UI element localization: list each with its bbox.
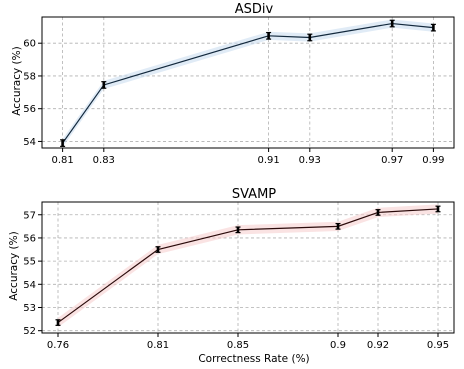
x-tick-label: 0.85 [227,340,249,351]
y-tick-label: 56 [23,104,36,115]
chart-title: ASDiv [235,2,274,17]
confidence-band [58,204,438,328]
x-tick-label: 0.97 [381,155,403,166]
y-axis-label: Accuracy (%) [8,231,20,300]
asdiv-panel: ASDiv Accuracy (%) 0.81 0.83 0.91 0.93 0.97 0… [11,2,455,166]
x-tick-label: 0.76 [47,340,69,351]
x-axis-label: Correctness Rate (%) [198,353,309,365]
x-tick-label: 0.93 [299,155,321,166]
x-tick-label: 0.81 [147,340,169,351]
y-tick-label: 54 [23,137,36,148]
ticks: 0.76 0.81 0.85 0.9 0.92 0.95 52 53 54 55 56 57 [23,210,449,351]
series-0 [55,204,441,328]
y-tick-label: 57 [23,210,36,221]
y-axis-label: Accuracy (%) [11,46,23,115]
series-0 [60,19,436,148]
confidence-band [62,19,434,148]
y-tick-label: 52 [23,326,36,337]
x-tick-label: 0.83 [93,155,115,166]
chart-title: SVAMP [232,187,276,202]
series-line [57,208,439,324]
y-tick-label: 58 [23,71,36,82]
plot-frame [41,201,455,334]
x-tick-label: 0.99 [422,155,444,166]
ticks: 0.81 0.83 0.91 0.93 0.97 0.99 54 56 58 60 [23,39,444,166]
y-tick-label: 56 [23,233,36,244]
x-tick-label: 0.81 [51,155,73,166]
y-tick-label: 55 [23,257,36,268]
y-tick-label: 53 [23,303,36,314]
grid-lines [42,202,454,333]
series-line [62,22,434,144]
svamp-panel: SVAMP Accuracy (%) Correctness Rate (%) … [8,187,455,365]
x-tick-label: 0.91 [257,155,279,166]
x-tick-label: 0.9 [330,340,346,351]
y-tick-label: 60 [23,39,36,50]
x-tick-label: 0.95 [427,340,449,351]
plot-frame [41,16,455,149]
x-tick-label: 0.92 [367,340,389,351]
y-tick-label: 54 [23,280,36,291]
